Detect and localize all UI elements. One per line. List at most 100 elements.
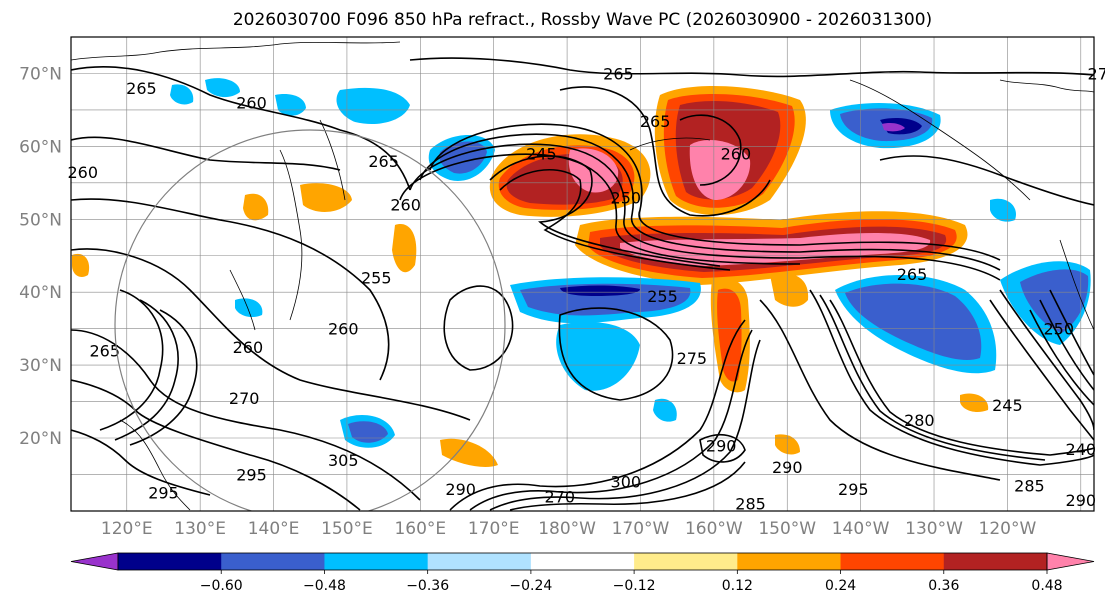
- svg-text:260: 260: [721, 145, 752, 164]
- contour-line: [829, 299, 1094, 456]
- svg-text:260: 260: [236, 94, 267, 113]
- contour-label: 290: [706, 436, 737, 455]
- longitude-labels: 120°E 130°E 140°E 150°E 160°E 170°E 180°W 170°W…: [101, 519, 1037, 539]
- longitude-label: 130°E: [174, 519, 226, 539]
- contour-label: 290: [445, 480, 476, 499]
- contour-label: 265: [126, 79, 157, 98]
- contour-label: 280: [904, 411, 935, 430]
- longitude-label: 160°W: [685, 519, 743, 539]
- contour-line: [509, 461, 746, 511]
- contour-label: 290: [1066, 491, 1097, 510]
- svg-text:280: 280: [904, 411, 935, 430]
- colorbar-segment: [634, 553, 738, 570]
- longitude-label: 150°W: [758, 519, 816, 539]
- contour-label: 285: [735, 495, 766, 514]
- svg-text:265: 265: [89, 342, 120, 361]
- contour-label: 245: [526, 145, 557, 164]
- contour-line: [559, 86, 771, 217]
- contour-line: [71, 329, 421, 501]
- coastlines: [71, 41, 1094, 511]
- contour-line: [129, 309, 198, 446]
- negative-anomaly-region: [1020, 269, 1089, 333]
- coastline: [1059, 239, 1094, 331]
- positive-anomaly-region: [717, 288, 742, 382]
- contour-label: 260: [233, 338, 264, 357]
- contour-line: [759, 299, 1001, 481]
- positive-anomaly-region: [440, 438, 498, 467]
- contour-line: [489, 339, 761, 511]
- contour-label: 300: [611, 473, 642, 492]
- svg-text:290: 290: [772, 458, 803, 477]
- longitude-label: 140°E: [248, 519, 300, 539]
- coastline: [229, 269, 256, 331]
- longitude-label: 170°E: [468, 519, 520, 539]
- map-title: 2026030700 F096 850 hPa refract., Rossby…: [232, 10, 933, 30]
- highlight-circle: [114, 129, 506, 511]
- contour-label: 290: [772, 458, 803, 477]
- negative-anomaly-region: [275, 94, 306, 116]
- contour-label: 270: [229, 389, 260, 408]
- svg-text:260: 260: [233, 338, 264, 357]
- positive-anomaly-region: [392, 224, 417, 273]
- contour-label: 265: [640, 112, 671, 131]
- colorbar-segment: [737, 553, 842, 570]
- svg-text:275: 275: [677, 349, 708, 368]
- colorbar-frame: [117, 552, 1048, 571]
- contour-line: [399, 153, 801, 265]
- colorbar-tick-label: −0.48: [303, 578, 346, 594]
- svg-text:270: 270: [229, 389, 260, 408]
- coastline: [279, 149, 303, 321]
- coastline: [319, 119, 346, 201]
- contour-label: 270: [544, 487, 575, 506]
- latitude-labels: 70°N 60°N 50°N 40°N 30°N 20°N: [19, 65, 62, 450]
- negative-anomaly-region: [653, 398, 677, 422]
- svg-text:260: 260: [328, 320, 359, 339]
- contour-label: 295: [236, 465, 267, 484]
- coastline: [71, 41, 401, 61]
- latitude-label: 40°N: [19, 283, 62, 303]
- contour-line: [71, 248, 471, 421]
- svg-text:290: 290: [1066, 491, 1097, 510]
- contour-label: 255: [361, 269, 392, 288]
- colorbar-segment: [943, 553, 1048, 570]
- map-frame: [70, 36, 1095, 512]
- coastline: [629, 137, 711, 151]
- contour-label: 260: [390, 196, 421, 215]
- svg-text:285: 285: [1014, 476, 1045, 495]
- contour-line: [1049, 289, 1094, 376]
- contour-label: 255: [647, 287, 678, 306]
- colorbar-segment: [324, 553, 429, 570]
- map-background: [71, 37, 1094, 511]
- contour-label: 295: [838, 480, 869, 499]
- negative-anomaly-region: [205, 78, 240, 98]
- longitude-label: 150°E: [321, 519, 373, 539]
- colorbar-segment: [530, 553, 635, 570]
- negative-anomaly-region: [845, 283, 982, 360]
- longitude-label: 130°W: [905, 519, 963, 539]
- contour-label: 265: [897, 265, 928, 284]
- contour-label: 285: [1014, 476, 1045, 495]
- svg-text:250: 250: [611, 188, 642, 207]
- contour-line: [558, 307, 674, 401]
- svg-text:260: 260: [390, 196, 421, 215]
- colorbar-segment: [221, 553, 325, 570]
- negative-anomaly-region: [348, 421, 388, 443]
- colorbar-ticks: −0.60 −0.48 −0.36 −0.24 −0.12 0.12 0.24 0.36 0.4…: [200, 570, 1063, 594]
- latitude-label: 30°N: [19, 356, 62, 376]
- contour-line: [449, 319, 746, 511]
- contour-line: [71, 66, 411, 191]
- negative-anomaly-region: [520, 283, 691, 316]
- contour-line: [71, 429, 211, 496]
- negative-anomaly-region: [235, 298, 263, 318]
- contour-line: [1039, 299, 1094, 391]
- contour-label: 240: [1066, 440, 1097, 459]
- contour-label: 260: [328, 320, 359, 339]
- latitude-label: 50°N: [19, 210, 62, 230]
- colorbar-segment: [427, 553, 532, 570]
- longitude-label: 120°W: [979, 519, 1037, 539]
- svg-text:260: 260: [67, 163, 98, 182]
- contour-line: [429, 123, 1001, 261]
- contour-line: [679, 114, 742, 186]
- shading-layer: [72, 78, 1091, 467]
- refractivity-contours: [71, 57, 1094, 511]
